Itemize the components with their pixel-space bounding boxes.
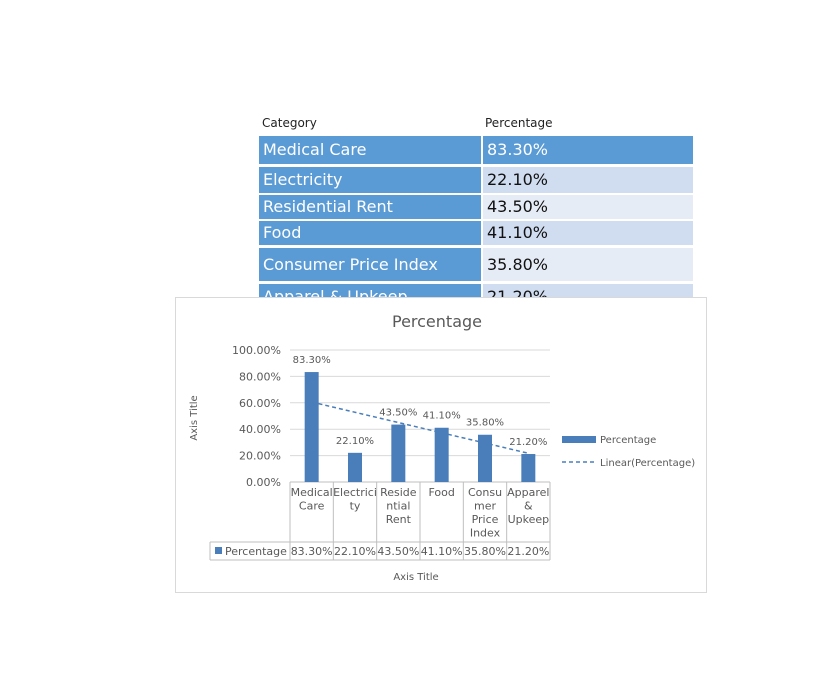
- legend-key-series[interactable]: [562, 436, 596, 443]
- y-tick-label: 20.00%: [239, 450, 281, 463]
- x-category-label: Medical Care: [291, 486, 333, 513]
- y-axis-title[interactable]: Axis Title: [189, 395, 200, 440]
- cell-percentage[interactable]: 22.10%: [483, 167, 693, 193]
- x-category-label: Apparel & Upkeep: [507, 486, 549, 526]
- y-tick-label: 40.00%: [239, 423, 281, 436]
- cell-category[interactable]: Residential Rent: [259, 195, 481, 219]
- chart-title[interactable]: Percentage: [392, 312, 482, 331]
- cell-percentage[interactable]: 41.10%: [483, 221, 693, 245]
- spreadsheet-table: Category Percentage Medical Care 83.30% …: [0, 0, 827, 310]
- chart-area[interactable]: Percentage 0.00% 20.00% 40.00% 60.00% 80.00%…: [175, 297, 707, 593]
- table-value: 41.10%: [421, 545, 463, 558]
- data-label: 83.30%: [293, 355, 331, 366]
- bar[interactable]: [348, 452, 362, 482]
- y-tick-label: 0.00%: [246, 476, 281, 489]
- table-legend-key: [215, 547, 222, 554]
- y-tick-label: 80.00%: [239, 370, 281, 383]
- cell-category[interactable]: Food: [259, 221, 481, 245]
- data-label: 21.20%: [509, 437, 547, 448]
- column-header-percentage[interactable]: Percentage: [485, 116, 553, 130]
- table-series-name: Percentage: [225, 545, 287, 558]
- y-tick-label: 100.00%: [232, 344, 281, 357]
- cell-percentage[interactable]: 43.50%: [483, 195, 693, 219]
- table-value: 43.50%: [377, 545, 419, 558]
- bar[interactable]: [304, 372, 319, 482]
- column-header-category[interactable]: Category: [262, 116, 317, 130]
- data-label: 35.80%: [466, 418, 504, 429]
- data-label: 43.50%: [379, 408, 417, 419]
- x-category-label: Reside ntial Rent: [380, 486, 417, 526]
- x-category-label: Electrici ty: [333, 486, 377, 513]
- y-tick-label: 60.00%: [239, 397, 281, 410]
- x-axis-title[interactable]: Axis Title: [393, 572, 438, 583]
- legend-label-series[interactable]: Percentage: [600, 435, 656, 446]
- table-value: 35.80%: [464, 545, 506, 558]
- cell-category[interactable]: Medical Care: [259, 136, 481, 164]
- legend-label-trendline[interactable]: Linear(Percentage): [600, 458, 695, 469]
- table-value: 83.30%: [291, 545, 333, 558]
- cell-category[interactable]: Electricity: [259, 167, 481, 193]
- x-category-label: Food: [428, 486, 454, 499]
- bar[interactable]: [478, 434, 492, 482]
- cell-percentage[interactable]: 35.80%: [483, 248, 693, 281]
- cell-category[interactable]: Consumer Price Index: [259, 248, 481, 281]
- bar[interactable]: [434, 427, 449, 482]
- bar[interactable]: [521, 454, 536, 482]
- trendline[interactable]: [311, 401, 529, 455]
- cell-percentage[interactable]: 83.30%: [483, 136, 693, 164]
- data-label: 22.10%: [336, 436, 374, 447]
- x-category-label: Consu mer Price Index: [468, 486, 502, 540]
- chart-svg: Percentage 0.00% 20.00% 40.00% 60.00% 80.00%…: [189, 312, 695, 583]
- table-value: 21.20%: [507, 545, 549, 558]
- data-label: 41.10%: [423, 411, 461, 422]
- bar[interactable]: [391, 424, 406, 482]
- table-value: 22.10%: [334, 545, 376, 558]
